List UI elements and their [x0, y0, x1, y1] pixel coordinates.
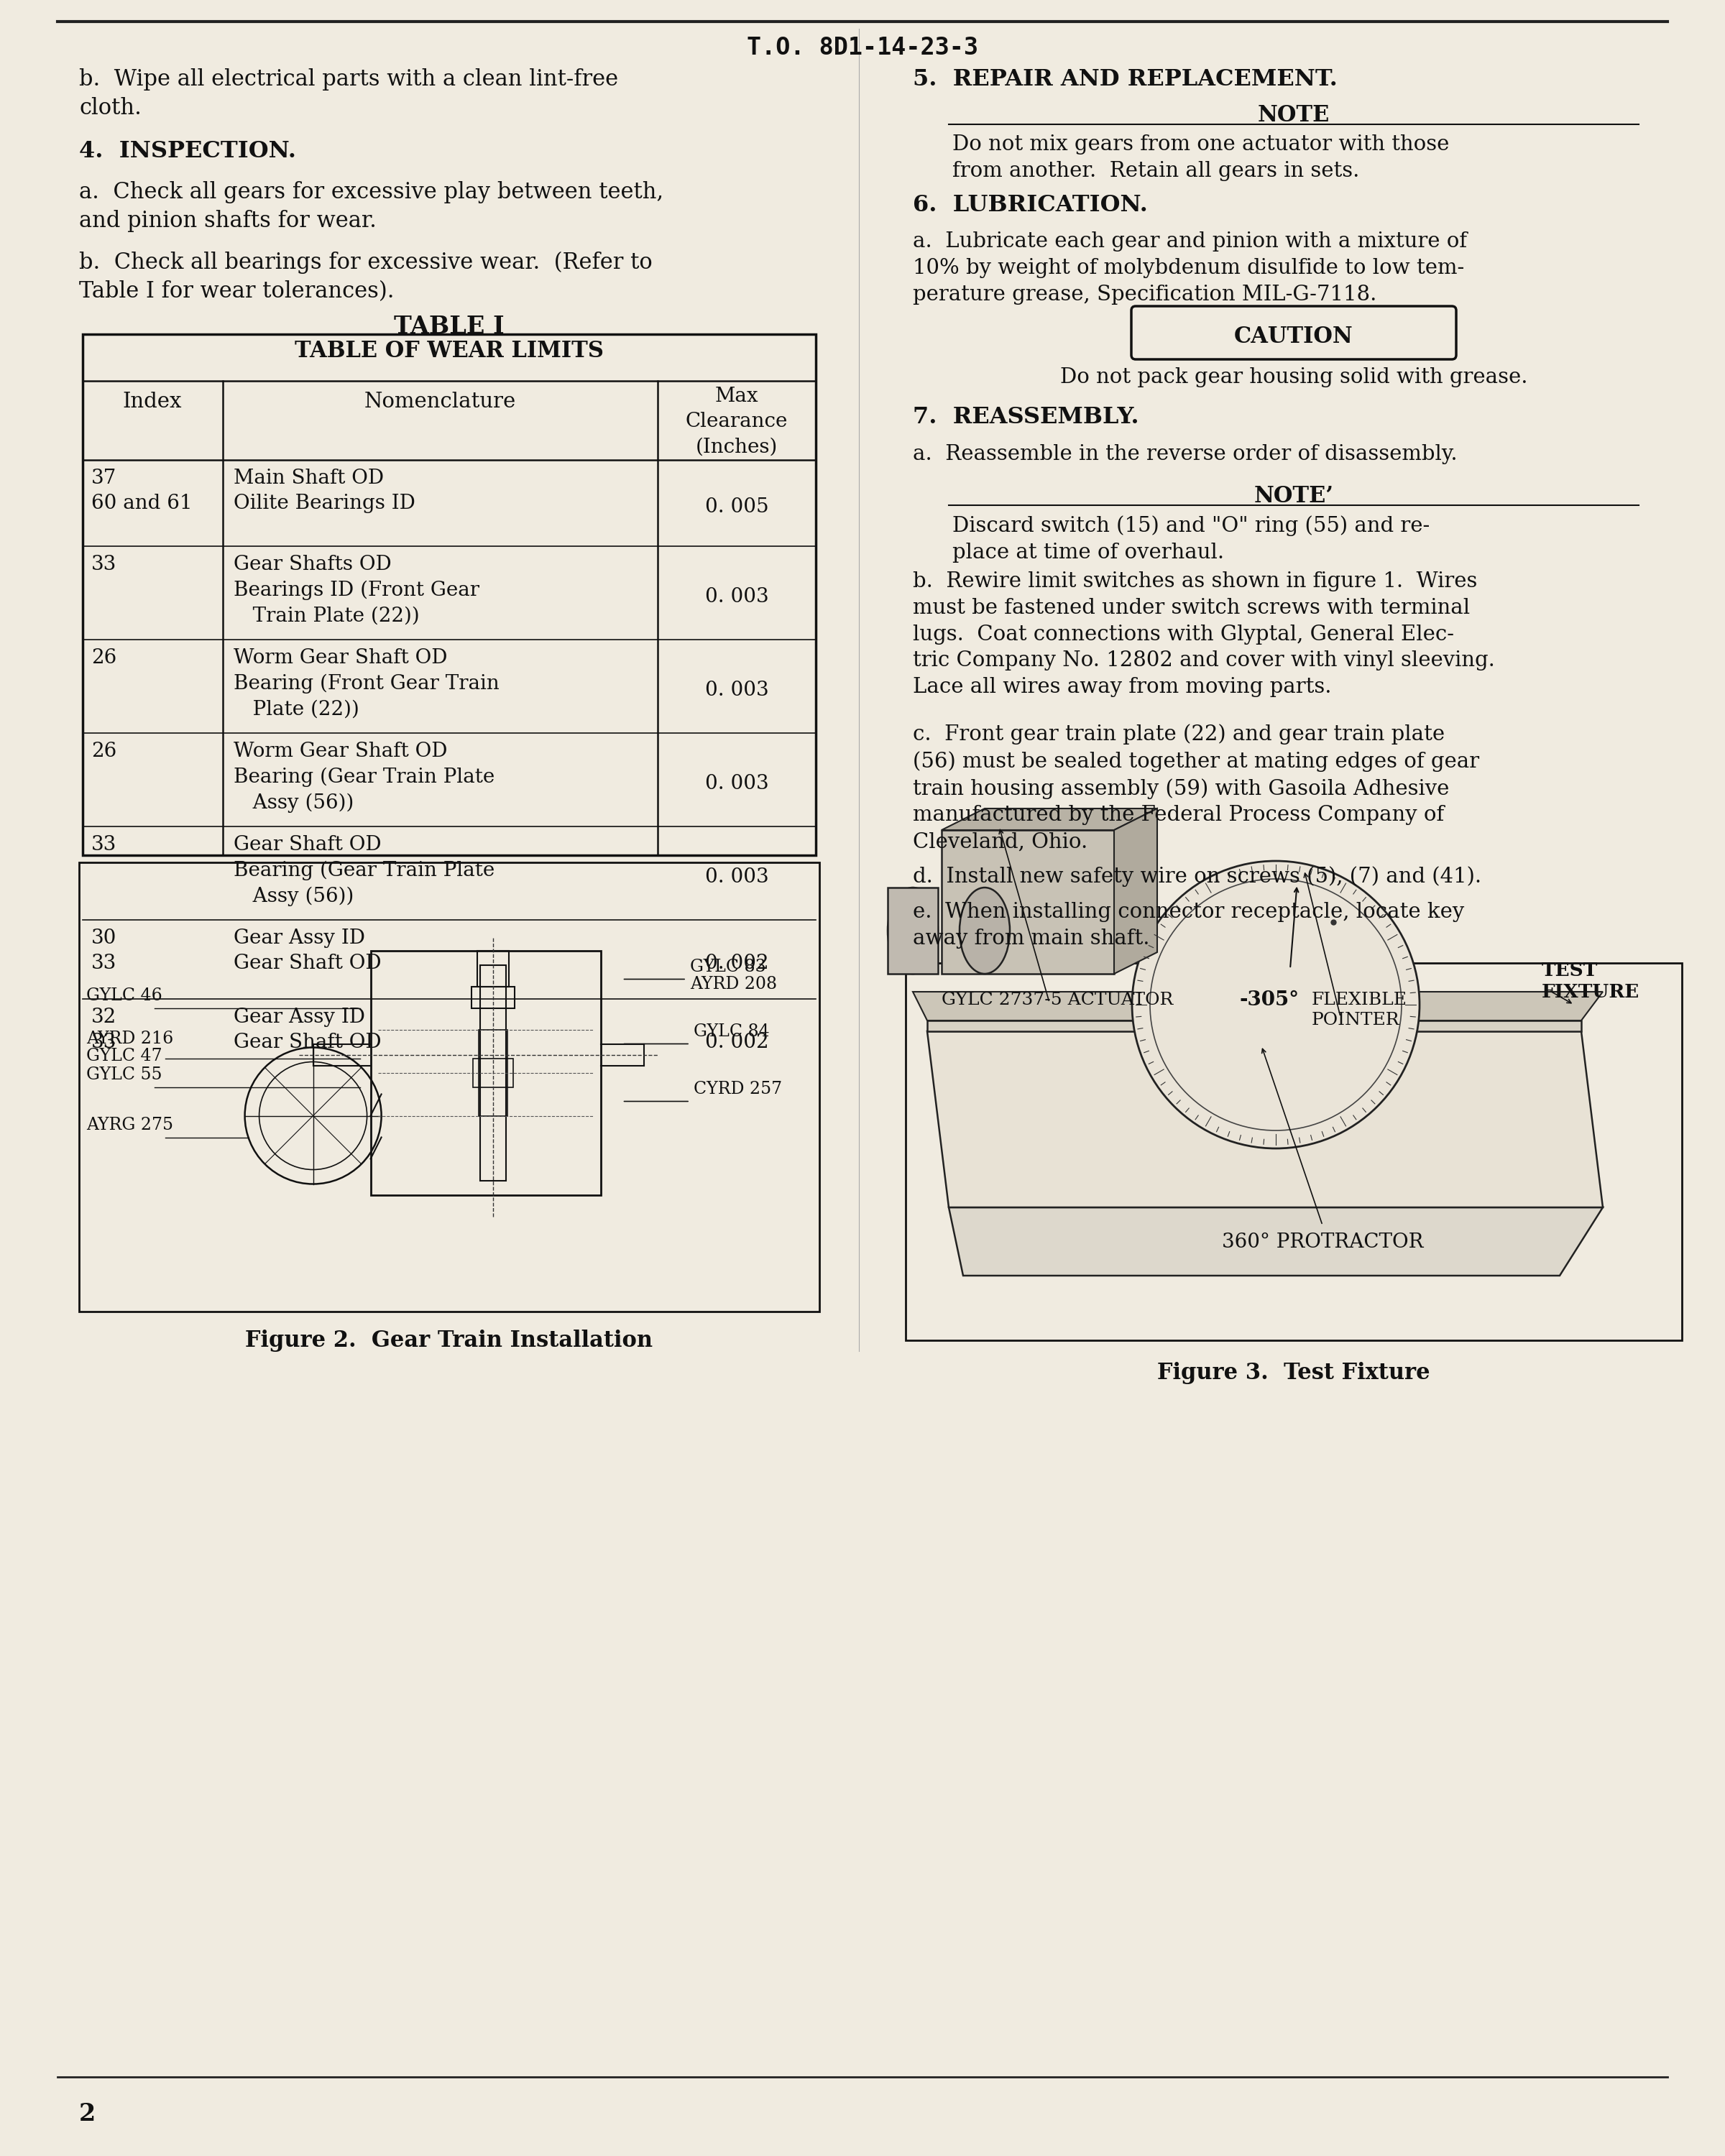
Polygon shape: [928, 1020, 1582, 1031]
Text: Max
Clearance
(Inches): Max Clearance (Inches): [685, 386, 788, 457]
Text: 0. 003: 0. 003: [706, 681, 769, 701]
Text: NOTE’: NOTE’: [1254, 485, 1333, 507]
Bar: [79, 862, 819, 1311]
Text: -305°: -305°: [1240, 990, 1299, 1009]
Text: TEST: TEST: [1542, 962, 1597, 979]
Text: AYRD 216: AYRD 216: [86, 1031, 174, 1048]
Text: and pinion shafts for wear.: and pinion shafts for wear.: [79, 209, 376, 233]
Text: Index: Index: [122, 392, 183, 412]
Bar: [942, 830, 1114, 975]
Bar: [906, 964, 1682, 1341]
Text: NOTE: NOTE: [1258, 103, 1330, 127]
Ellipse shape: [959, 888, 1009, 975]
Text: GYLC 46: GYLC 46: [86, 987, 162, 1005]
Text: b.  Rewire limit switches as shown in figure 1.  Wires
must be fastened under sw: b. Rewire limit switches as shown in fig…: [913, 571, 1496, 696]
Text: Discard switch (15) and "O" ring (55) and re-
place at time of overhaul.: Discard switch (15) and "O" ring (55) an…: [952, 515, 1430, 563]
Bar: [471, 987, 514, 1009]
Text: 2: 2: [79, 2102, 97, 2126]
Text: 5.  REPAIR AND REPLACEMENT.: 5. REPAIR AND REPLACEMENT.: [913, 69, 1337, 91]
Text: Gear Shafts OD
Bearings ID (Front Gear
   Train Plate (22)): Gear Shafts OD Bearings ID (Front Gear T…: [233, 554, 480, 625]
Bar: [478, 1031, 507, 1117]
Bar: [888, 888, 938, 975]
Text: T.O. 8D1-14-23-3: T.O. 8D1-14-23-3: [747, 37, 978, 60]
Text: 6.  LUBRICATION.: 6. LUBRICATION.: [913, 194, 1147, 216]
Text: GYLC 83: GYLC 83: [690, 957, 766, 975]
Text: 37
60 and 61: 37 60 and 61: [91, 468, 193, 513]
Text: GYLC 84: GYLC 84: [693, 1024, 769, 1039]
Text: AYRG 275: AYRG 275: [86, 1117, 172, 1134]
Text: CAUTION: CAUTION: [1233, 326, 1354, 347]
Text: 0. 003: 0. 003: [706, 586, 769, 606]
Text: GYLC 55: GYLC 55: [86, 1067, 162, 1082]
Text: GYLC 47: GYLC 47: [86, 1048, 162, 1065]
Circle shape: [1132, 860, 1420, 1149]
Text: FIXTURE: FIXTURE: [1542, 983, 1640, 1000]
Text: 33: 33: [91, 834, 117, 854]
Text: 0. 002: 0. 002: [706, 953, 769, 972]
Text: 0. 003: 0. 003: [706, 774, 769, 793]
Polygon shape: [1114, 808, 1157, 975]
Text: AYRD 208: AYRD 208: [690, 975, 776, 992]
Text: 4.  INSPECTION.: 4. INSPECTION.: [79, 140, 297, 162]
Text: a.  Lubricate each gear and pinion with a mixture of
10% by weight of molybdenum: a. Lubricate each gear and pinion with a…: [913, 231, 1466, 304]
Text: a.  Check all gears for excessive play between teeth,: a. Check all gears for excessive play be…: [79, 181, 664, 203]
Text: 32
33: 32 33: [91, 1007, 117, 1052]
Text: GYLC 2737-5 ACTUATOR: GYLC 2737-5 ACTUATOR: [942, 992, 1173, 1009]
Text: TABLE I: TABLE I: [393, 315, 504, 338]
Bar: [476, 951, 509, 987]
Bar: [83, 334, 816, 856]
Text: Figure 2.  Gear Train Installation: Figure 2. Gear Train Installation: [245, 1330, 654, 1352]
Text: Gear Assy ID
Gear Shaft OD: Gear Assy ID Gear Shaft OD: [233, 929, 381, 972]
Text: 30
33: 30 33: [91, 929, 117, 972]
Text: Worm Gear Shaft OD
Bearing (Gear Train Plate
   Assy (56)): Worm Gear Shaft OD Bearing (Gear Train P…: [233, 742, 495, 813]
Text: 0. 002: 0. 002: [706, 1033, 769, 1052]
Text: d.  Install new safety wire on screws (5), (7) and (41).: d. Install new safety wire on screws (5)…: [913, 867, 1482, 886]
Ellipse shape: [888, 888, 938, 975]
Text: POINTER: POINTER: [1311, 1011, 1399, 1028]
Text: b.  Check all bearings for excessive wear.  (Refer to: b. Check all bearings for excessive wear…: [79, 252, 652, 274]
Text: Do not mix gears from one actuator with those
from another.  Retain all gears in: Do not mix gears from one actuator with …: [952, 134, 1449, 181]
Text: c.  Front gear train plate (22) and gear train plate
(56) must be sealed togethe: c. Front gear train plate (22) and gear …: [913, 724, 1480, 852]
Bar: [473, 1059, 512, 1087]
Text: b.  Wipe all electrical parts with a clean lint-free: b. Wipe all electrical parts with a clea…: [79, 69, 618, 91]
Text: Do not pack gear housing solid with grease.: Do not pack gear housing solid with grea…: [1059, 367, 1528, 388]
Text: Gear Shaft OD
Bearing (Gear Train Plate
   Assy (56)): Gear Shaft OD Bearing (Gear Train Plate …: [233, 834, 495, 906]
Text: 360° PROTRACTOR: 360° PROTRACTOR: [1221, 1233, 1423, 1253]
Text: 33: 33: [91, 554, 117, 573]
Text: Figure 3.  Test Fixture: Figure 3. Test Fixture: [1157, 1363, 1430, 1384]
Bar: [480, 966, 505, 1181]
Text: 7.  REASSEMBLY.: 7. REASSEMBLY.: [913, 405, 1139, 429]
Text: 26: 26: [91, 649, 117, 668]
Polygon shape: [949, 1207, 1603, 1276]
Text: Main Shaft OD
Oilite Bearings ID: Main Shaft OD Oilite Bearings ID: [233, 468, 416, 513]
Text: e.  When installing connector receptacle, locate key
away from main shaft.: e. When installing connector receptacle,…: [913, 901, 1465, 949]
Text: Table I for wear tolerances).: Table I for wear tolerances).: [79, 280, 395, 302]
Text: FLEXIBLE: FLEXIBLE: [1311, 992, 1408, 1009]
Text: 26: 26: [91, 742, 117, 761]
Text: 0. 005: 0. 005: [706, 498, 769, 517]
Bar: [371, 951, 600, 1194]
Text: CYRD 257: CYRD 257: [693, 1080, 781, 1097]
Text: TABLE OF WEAR LIMITS: TABLE OF WEAR LIMITS: [295, 341, 604, 362]
Text: Worm Gear Shaft OD
Bearing (Front Gear Train
   Plate (22)): Worm Gear Shaft OD Bearing (Front Gear T…: [233, 649, 499, 718]
Polygon shape: [942, 808, 1157, 830]
Polygon shape: [913, 992, 1603, 1020]
Text: Nomenclature: Nomenclature: [364, 392, 516, 412]
Text: 0. 003: 0. 003: [706, 867, 769, 886]
Text: Gear Assy ID
Gear Shaft OD: Gear Assy ID Gear Shaft OD: [233, 1007, 381, 1052]
Text: a.  Reassemble in the reverse order of disassembly.: a. Reassemble in the reverse order of di…: [913, 444, 1458, 464]
Text: cloth.: cloth.: [79, 97, 141, 119]
Polygon shape: [928, 1031, 1603, 1207]
